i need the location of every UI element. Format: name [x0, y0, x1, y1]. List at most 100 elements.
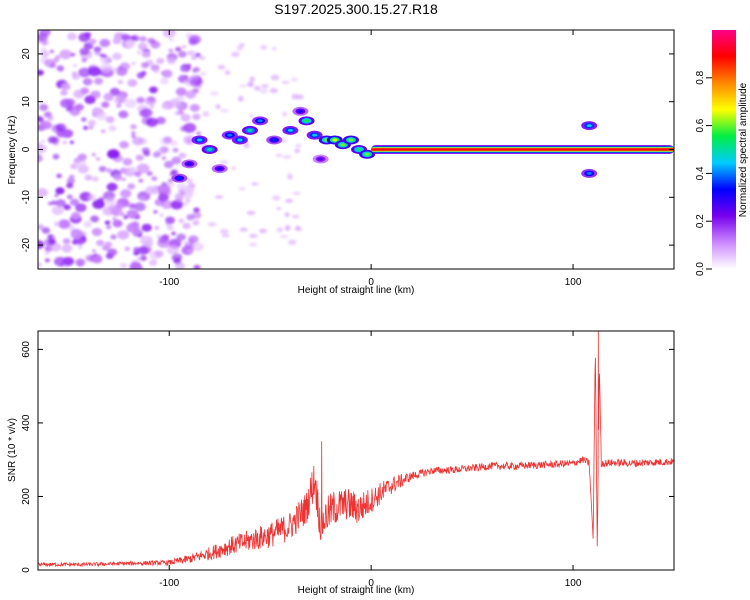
- noise-blob: [94, 50, 101, 56]
- noise-blob: [110, 234, 117, 240]
- noise-blob: [38, 154, 43, 163]
- noise-blob: [284, 225, 291, 231]
- noise-blob: [90, 215, 100, 223]
- noise-blob: [292, 191, 301, 196]
- spectrogram-content: [38, 30, 674, 269]
- feature-blob-peak: [312, 133, 318, 137]
- snr-x-ticks: -100 0 100: [159, 331, 582, 589]
- noise-blob: [163, 136, 173, 144]
- noise-blob: [153, 210, 158, 214]
- noise-blob: [167, 225, 174, 231]
- noise-blob: [177, 109, 184, 115]
- noise-blob: [120, 212, 126, 217]
- feature-blob-peak: [348, 138, 354, 142]
- y-tick-label: -10: [21, 190, 32, 205]
- noise-blob: [124, 246, 131, 252]
- noise-blob: [188, 238, 194, 243]
- noise-blob: [112, 217, 117, 221]
- noise-blob: [55, 187, 65, 195]
- x-tick-label: 0: [368, 578, 374, 589]
- feature-blob-peak: [297, 109, 303, 113]
- noise-blob: [130, 80, 137, 87]
- noise-blob: [284, 212, 290, 218]
- noise-blob: [141, 50, 151, 58]
- noise-blob: [143, 150, 151, 157]
- feature-blob-peak: [247, 128, 253, 132]
- noise-blob: [156, 57, 165, 65]
- noise-blob: [192, 66, 201, 73]
- noise-blob: [181, 45, 187, 49]
- noise-blob: [143, 240, 153, 248]
- colorbar-gradient: [712, 30, 736, 269]
- noise-blob: [146, 117, 159, 127]
- noise-blob: [171, 156, 182, 165]
- feature-blob-peak: [176, 176, 182, 180]
- noise-blob: [54, 256, 67, 267]
- noise-blob: [140, 61, 150, 69]
- noise-blob: [100, 129, 106, 134]
- noise-blob: [61, 83, 71, 91]
- noise-blob: [246, 210, 256, 216]
- noise-blob: [155, 116, 166, 125]
- colorbar-label: Normalized spectral amplitude: [738, 82, 749, 217]
- noise-blob: [75, 203, 87, 213]
- noise-blob: [115, 202, 125, 210]
- noise-blob: [275, 153, 283, 158]
- noise-blob: [72, 63, 78, 68]
- noise-blob: [191, 242, 204, 252]
- noise-blob: [92, 199, 105, 210]
- noise-blob: [55, 199, 66, 208]
- noise-blob: [161, 102, 170, 110]
- noise-blob: [38, 224, 44, 230]
- noise-blob: [116, 67, 128, 76]
- noise-blob: [44, 258, 51, 263]
- noise-blob: [200, 71, 207, 76]
- noise-blob: [88, 66, 94, 70]
- noise-blob: [260, 44, 268, 51]
- feature-blob-peak: [304, 119, 310, 123]
- feature-blob-peak: [217, 167, 223, 171]
- noise-blob: [202, 110, 210, 117]
- noise-blob: [91, 227, 103, 237]
- noise-blob: [231, 51, 240, 58]
- noise-blob: [44, 58, 56, 68]
- noise-blob: [77, 245, 83, 249]
- noise-blob: [147, 96, 156, 103]
- feature-blob-peak: [332, 138, 338, 142]
- noise-blob: [62, 238, 71, 245]
- noise-blob: [186, 213, 195, 221]
- noise-blob: [132, 136, 144, 146]
- noise-blob: [282, 154, 292, 159]
- noise-blob: [47, 115, 54, 121]
- noise-blob: [154, 225, 160, 230]
- noise-blob: [69, 140, 75, 144]
- noise-blob: [120, 189, 132, 198]
- noise-blob: [136, 257, 142, 261]
- noise-blob: [248, 242, 258, 247]
- noise-blob: [105, 116, 115, 124]
- noise-blob: [288, 239, 297, 245]
- noise-blob: [195, 52, 201, 58]
- noise-blob: [71, 211, 81, 220]
- snr-y-ticks: 0 200 400 600: [21, 341, 674, 573]
- noise-blob: [168, 179, 173, 183]
- noise-blob: [106, 182, 118, 192]
- noise-blob: [93, 77, 104, 85]
- noise-blob: [175, 87, 187, 96]
- colorbar-tick-label: 0.0: [695, 262, 706, 276]
- noise-blob: [276, 227, 284, 233]
- noise-blob: [176, 96, 185, 101]
- noise-blob: [74, 103, 84, 111]
- noise-blob: [166, 57, 176, 65]
- noise-blob: [96, 239, 105, 247]
- noise-blob: [171, 253, 183, 262]
- noise-blob: [49, 49, 54, 54]
- feature-blob-peak: [207, 148, 213, 151]
- noise-blob: [58, 219, 71, 229]
- noise-blob: [109, 87, 121, 96]
- noise-blob: [38, 144, 47, 154]
- noise-blob: [175, 46, 182, 52]
- noise-blob: [56, 173, 63, 179]
- noise-blob: [121, 177, 127, 182]
- noise-blob: [251, 182, 259, 186]
